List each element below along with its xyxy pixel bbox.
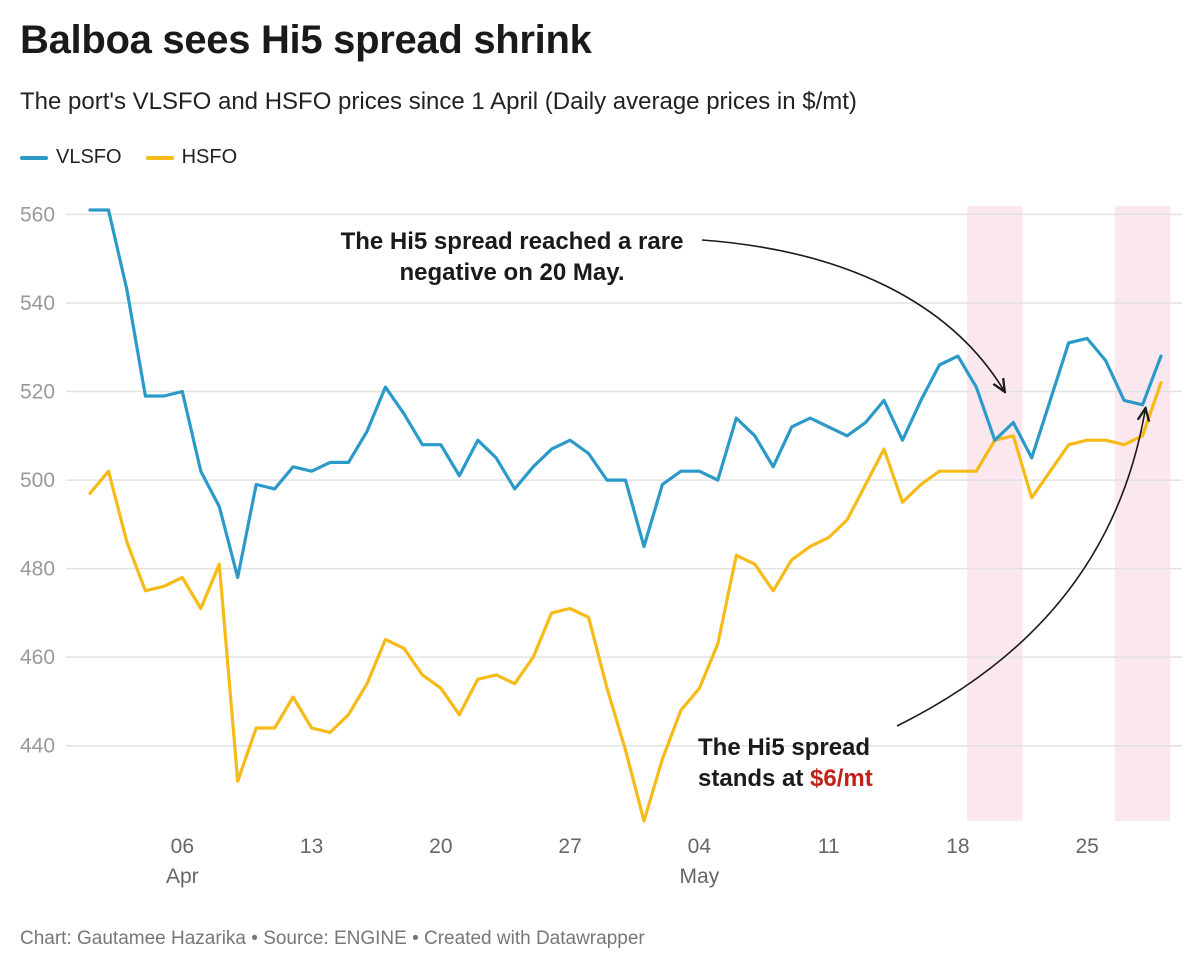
y-tick-label-500: 500 (20, 469, 55, 492)
x-tick-label-18: 18 (946, 835, 969, 858)
x-tick-label-25: 25 (1075, 835, 1098, 858)
highlight-band-1 (967, 206, 1023, 821)
y-tick-label-560: 560 (20, 203, 55, 226)
x-tick-sublabel-may: May (680, 865, 720, 888)
legend-item-hsfo: HSFO (145, 146, 238, 169)
legend-item-vlsfo: VLSFO (20, 146, 122, 169)
annotation-1-arrow (701, 239, 1005, 392)
chart-subtitle: The port's VLSFO and HSFO prices since 1… (20, 88, 857, 115)
x-tick-label-04: 04 (688, 835, 712, 858)
x-tick-sublabel-apr: Apr (166, 865, 199, 888)
y-tick-label-460: 460 (20, 646, 55, 669)
legend: VLSFO HSFO (20, 146, 237, 169)
chart-title: Balboa sees Hi5 spread shrink (20, 18, 592, 62)
y-tick-label-540: 540 (20, 292, 55, 315)
series-line-vlsfo (88, 208, 1163, 580)
series-line-hsfo (88, 381, 1163, 823)
x-tick-label-11: 11 (818, 835, 840, 858)
x-tick-label-13: 13 (300, 835, 323, 858)
y-tick-label-480: 480 (20, 558, 55, 581)
chart-footer: Chart: Gautamee Hazarika • Source: ENGIN… (20, 928, 645, 949)
legend-swatch-vlsfo (20, 155, 48, 160)
legend-label-vlsfo: VLSFO (56, 146, 122, 168)
highlight-band-2 (1114, 206, 1171, 821)
legend-label-hsfo: HSFO (181, 146, 238, 168)
x-tick-label-20: 20 (429, 835, 452, 858)
legend-swatch-hsfo (145, 155, 174, 160)
x-tick-label-27: 27 (558, 835, 581, 858)
annotation-2-arrow (896, 408, 1146, 727)
annotation-2-highlight-value: $6/mt (810, 765, 873, 792)
annotation-1-line-1: The Hi5 spread reached a rare (341, 228, 684, 255)
annotation-2-line-1: The Hi5 spread (698, 734, 870, 761)
y-tick-label-440: 440 (20, 735, 55, 758)
x-tick-label-06: 06 (171, 835, 194, 858)
annotation-2-line-2: stands at $6/mt (698, 765, 873, 792)
y-tick-label-520: 520 (20, 381, 55, 404)
annotation-1-line-2: negative on 20 May. (400, 259, 625, 286)
